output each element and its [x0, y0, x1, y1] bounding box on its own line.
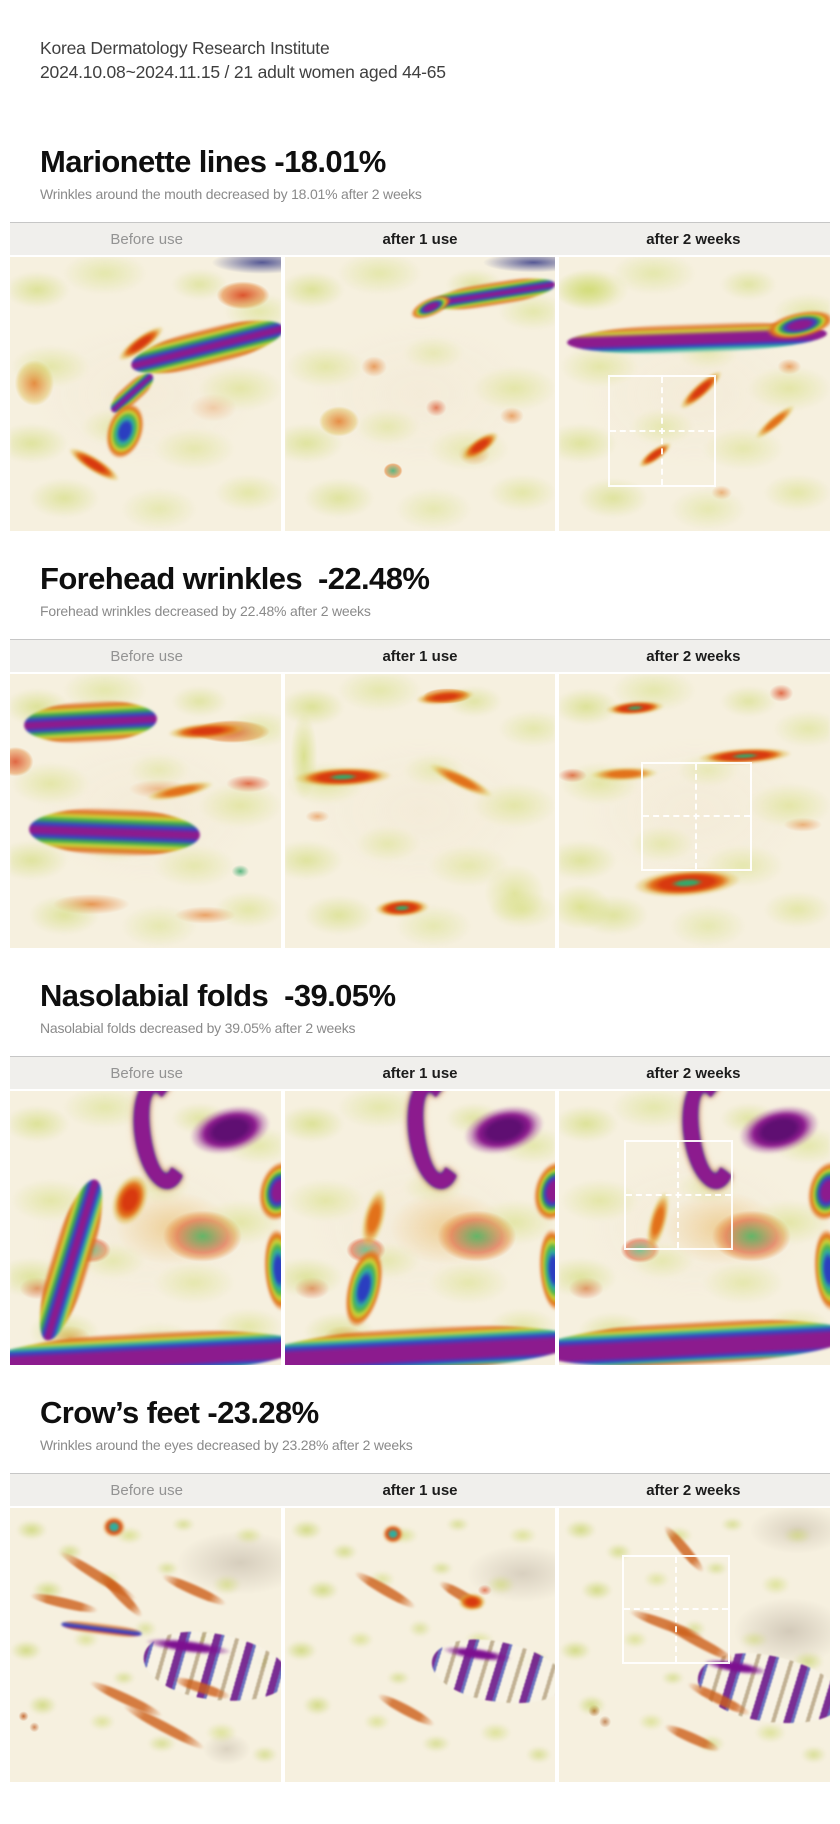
column-label-before: Before use — [110, 1481, 183, 1499]
wrinkle-band — [22, 697, 158, 747]
nose-wing-band — [526, 1155, 556, 1226]
column-label-after1: after 1 use — [382, 1064, 458, 1082]
eye-crease-band — [60, 1618, 144, 1640]
nostril-shadow-blob — [184, 1098, 275, 1163]
heatmap-nasolabial-before — [10, 1091, 281, 1365]
section-subtitle: Forehead wrinkles decreased by 22.48% af… — [40, 603, 371, 619]
lip-crease-band — [559, 1312, 831, 1365]
section-forehead-wrinkles: Forehead wrinkles -22.48% Forehead wrink… — [0, 531, 840, 948]
wrinkle-streak — [355, 1185, 393, 1251]
wrinkle-streak — [751, 400, 799, 444]
heatmap-image-row — [10, 674, 831, 948]
heatmap-nasolabial-after-1-use — [284, 1091, 556, 1365]
column-label-after1: after 1 use — [382, 230, 458, 248]
wrinkle-streak — [457, 426, 503, 466]
study-period-subjects: 2024.10.08~2024.11.15 / 21 adult women a… — [40, 62, 446, 82]
column-label-after2: after 2 weeks — [646, 1481, 741, 1499]
column-header-row: Before use after 1 use after 2 weeks — [10, 1473, 830, 1506]
nose-wing-band — [252, 1155, 281, 1226]
heatmap-marionette-before — [10, 257, 281, 531]
wrinkle-blob — [457, 1592, 486, 1611]
edge-wrinkle-band — [810, 1227, 831, 1313]
heatmap-marionette-after-1-use — [284, 257, 556, 531]
heatmap-crows-feet-before — [10, 1508, 281, 1782]
heatmap-image-row — [10, 1091, 831, 1365]
pore-spot — [382, 1524, 405, 1545]
wrinkle-streak — [373, 897, 431, 919]
deep-wrinkle-blob — [99, 398, 152, 465]
radial-wrinkle-streak — [96, 1570, 146, 1621]
radial-wrinkle-streak — [351, 1567, 418, 1612]
section-subtitle: Wrinkles around the mouth decreased by 1… — [40, 186, 422, 202]
wrinkle-band — [28, 805, 201, 860]
column-label-after1: after 1 use — [382, 647, 458, 665]
nasolabial-fold-band — [26, 1173, 115, 1347]
heatmap-forehead-after-2-weeks — [559, 674, 831, 948]
radial-wrinkle-streak — [121, 1700, 208, 1753]
heatmap-forehead-after-1-use — [284, 674, 556, 948]
column-label-before: Before use — [110, 1064, 183, 1082]
wrinkle-band — [429, 272, 556, 316]
section-title: Crow’s feet -23.28% — [40, 1395, 319, 1430]
column-header-row: Before use after 1 use after 2 weeks — [10, 639, 830, 672]
eyelash-area — [426, 1630, 556, 1714]
radial-wrinkle-streak — [28, 1590, 100, 1617]
heatmap-forehead-before — [10, 674, 281, 948]
column-label-before: Before use — [110, 647, 183, 665]
nose-wing-band — [801, 1155, 831, 1226]
edge-wrinkle-band — [536, 1227, 556, 1313]
heatmap-image-row — [10, 1508, 831, 1782]
fold-remnant-blob — [337, 1244, 391, 1333]
wrinkle-streak — [166, 720, 248, 743]
section-title: Nasolabial folds -39.05% — [40, 978, 396, 1013]
section-subtitle: Nasolabial folds decreased by 39.05% aft… — [40, 1020, 356, 1036]
pore-spot — [102, 1516, 127, 1539]
measurement-box — [624, 1140, 733, 1250]
section-subtitle: Wrinkles around the eyes decreased by 23… — [40, 1437, 413, 1453]
heatmap-marionette-after-2-weeks — [559, 257, 831, 531]
eyelash-area — [138, 1623, 281, 1711]
column-label-after2: after 2 weeks — [646, 1064, 741, 1082]
section-nasolabial-folds: Nasolabial folds -39.05% Nasolabial fold… — [0, 948, 840, 1365]
report-header: Korea Dermatology Research Institute 202… — [40, 36, 840, 84]
wrinkle-streak — [103, 1168, 156, 1232]
measurement-box — [640, 761, 752, 872]
column-label-after1: after 1 use — [382, 1481, 458, 1499]
nostril-fold-band — [401, 1091, 469, 1193]
wrinkle-streak — [144, 776, 217, 805]
heatmap-crows-feet-after-1-use — [284, 1508, 556, 1782]
column-label-before: Before use — [110, 230, 183, 248]
radial-wrinkle-streak — [375, 1690, 437, 1730]
institute-name: Korea Dermatology Research Institute — [40, 38, 330, 58]
measurement-box — [621, 1554, 730, 1665]
column-label-after2: after 2 weeks — [646, 230, 741, 248]
wrinkle-streak — [604, 699, 666, 718]
column-label-after2: after 2 weeks — [646, 647, 741, 665]
lip-crease-band — [284, 1318, 556, 1365]
measurement-box — [608, 374, 717, 488]
radial-wrinkle-streak — [87, 1677, 165, 1721]
heatmap-image-row — [10, 257, 831, 531]
wrinkle-streak — [292, 765, 394, 789]
section-title: Marionette lines -18.01% — [40, 144, 386, 179]
nostril-shadow-blob — [458, 1098, 550, 1163]
wrinkle-streak — [425, 757, 498, 803]
radial-wrinkle-streak — [662, 1720, 722, 1755]
heatmap-crows-feet-after-2-weeks — [559, 1508, 831, 1782]
nostril-shadow-blob — [733, 1098, 825, 1163]
edge-wrinkle-band — [261, 1227, 281, 1313]
column-header-row: Before use after 1 use after 2 weeks — [10, 222, 830, 255]
radial-wrinkle-streak — [159, 1570, 228, 1609]
wrinkle-streak — [414, 687, 476, 708]
heatmap-nasolabial-after-2-weeks — [559, 1091, 831, 1365]
column-header-row: Before use after 1 use after 2 weeks — [10, 1056, 830, 1089]
section-title: Forehead wrinkles -22.48% — [40, 561, 430, 596]
section-crows-feet: Crow’s feet -23.28% Wrinkles around the … — [0, 1365, 840, 1782]
section-marionette-lines: Marionette lines -18.01% Wrinkles around… — [0, 84, 840, 531]
